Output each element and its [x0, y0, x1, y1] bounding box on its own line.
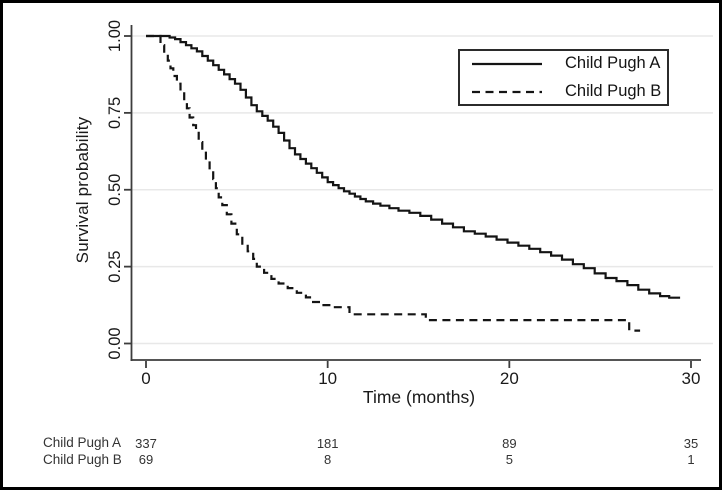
x-tick-label: 0 — [141, 369, 150, 388]
risk-count: 8 — [324, 452, 331, 467]
legend: Child Pugh A Child Pugh B — [458, 49, 669, 106]
survival-curve-child-pugh-a — [146, 34, 681, 299]
risk-count: 5 — [506, 452, 513, 467]
risk-row-label: Child Pugh A — [43, 435, 122, 450]
x-tick-label: 20 — [500, 369, 519, 388]
x-axis-title: Time (months) — [362, 387, 476, 407]
legend-line-solid-icon — [472, 62, 542, 65]
risk-count: 181 — [317, 436, 339, 451]
risk-count: 337 — [135, 436, 157, 451]
y-tick-label: 0.50 — [106, 174, 124, 206]
risk-row-label: Child Pugh B — [43, 452, 122, 467]
risk-count: 69 — [139, 452, 153, 467]
x-tick-label: 30 — [682, 369, 701, 388]
survival-curve-child-pugh-b — [146, 34, 641, 332]
legend-row-child-pugh-a: Child Pugh A — [460, 52, 667, 76]
legend-label: Child Pugh A — [565, 54, 661, 72]
legend-label: Child Pugh B — [565, 82, 662, 100]
y-tick-label: 1.00 — [106, 20, 124, 52]
risk-count: 89 — [502, 436, 516, 451]
survival-plot: 0.00 0.25 0.50 0.75 1.00 0 10 20 30 337 181 89 35 69 8… — [106, 20, 713, 467]
y-tick-label: 0.25 — [106, 251, 124, 283]
legend-row-child-pugh-b: Child Pugh B — [460, 80, 667, 104]
legend-line-dashed-icon — [472, 90, 542, 93]
y-tick-label: 0.75 — [106, 97, 124, 129]
risk-count: 35 — [684, 436, 698, 451]
y-axis-title: Survival probability — [73, 116, 92, 264]
x-tick-label: 10 — [318, 369, 337, 388]
risk-count: 1 — [687, 452, 694, 467]
y-tick-label: 0.00 — [106, 327, 124, 359]
